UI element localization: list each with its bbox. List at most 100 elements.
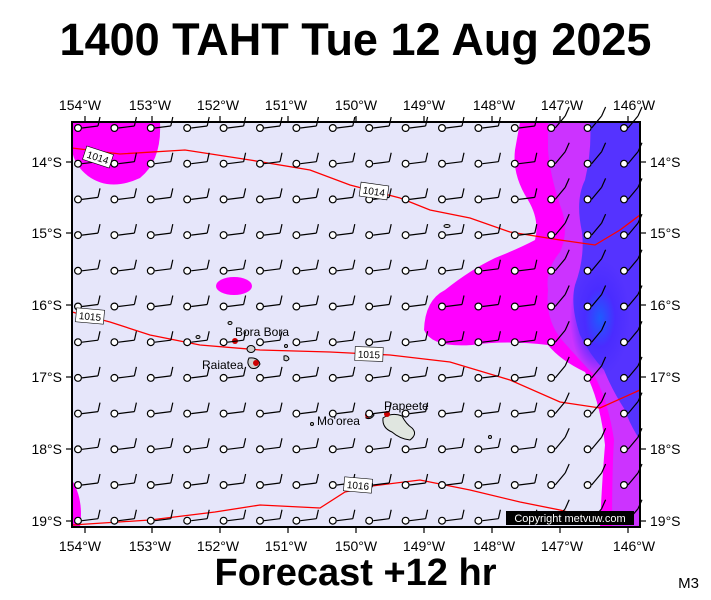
island-huahine bbox=[283, 355, 290, 362]
wind-barb bbox=[256, 152, 283, 168]
wind-barb bbox=[438, 295, 465, 311]
wind-barb bbox=[401, 188, 429, 204]
wind-barb bbox=[146, 366, 174, 382]
wind-barb bbox=[219, 295, 247, 311]
lon-label: 151°W bbox=[265, 97, 308, 113]
wind-barb bbox=[474, 509, 501, 525]
wind-barb bbox=[183, 152, 210, 168]
lon-label: 147°W bbox=[541, 538, 584, 554]
wind-barb bbox=[438, 188, 465, 204]
map-frame bbox=[71, 121, 641, 528]
wind-barb bbox=[146, 402, 174, 418]
wind-barb bbox=[110, 259, 137, 275]
wind-barb bbox=[328, 188, 356, 204]
wind-barb bbox=[438, 402, 465, 418]
wind-barb bbox=[401, 473, 429, 490]
lon-label: 151°W bbox=[265, 538, 308, 554]
wind-barb bbox=[510, 331, 538, 347]
wind-barb bbox=[73, 331, 101, 347]
wind-barb bbox=[365, 295, 392, 311]
place-label-moorea: Mo'orea bbox=[317, 414, 360, 428]
wind-barb bbox=[547, 392, 570, 418]
lat-labels-left: 14°S 15°S 16°S 17°S 18°S 19°S bbox=[31, 154, 62, 529]
wind-barb bbox=[547, 142, 570, 168]
wind-barb bbox=[146, 331, 174, 347]
lon-label: 148°W bbox=[473, 97, 516, 113]
wind-barb bbox=[183, 402, 210, 418]
forecast-label: Forecast +12 hr bbox=[214, 552, 497, 594]
wind-barb bbox=[183, 366, 210, 382]
place-label-group: Bora Bora Raiatea Mo'orea Papeete bbox=[202, 325, 429, 428]
chart-title: 1400 TAHT Tue 12 Aug 2025 bbox=[59, 14, 652, 65]
wind-barb bbox=[583, 213, 607, 240]
wind-barb bbox=[219, 473, 247, 490]
lon-label: 146°W bbox=[613, 538, 656, 554]
wind-barb bbox=[474, 366, 501, 382]
wind-barb bbox=[146, 259, 174, 275]
lat-label: 14°S bbox=[650, 154, 681, 170]
wind-barb bbox=[73, 259, 101, 275]
wind-barb bbox=[292, 223, 319, 240]
wind-barb bbox=[619, 428, 643, 454]
wind-barb bbox=[73, 116, 101, 132]
wind-barb bbox=[474, 402, 501, 418]
wind-barb bbox=[110, 473, 137, 490]
wind-barb bbox=[73, 366, 101, 382]
lon-label: 146°W bbox=[613, 97, 656, 113]
copyright-text: Copyright metvuw.com bbox=[514, 513, 625, 525]
wind-barb bbox=[401, 331, 429, 347]
wind-barb bbox=[219, 366, 247, 382]
wind-barb bbox=[510, 473, 538, 490]
wind-barb bbox=[146, 438, 174, 454]
wind-barb bbox=[583, 356, 607, 382]
wind-barb bbox=[619, 142, 643, 168]
wind-barb bbox=[219, 188, 247, 204]
wind-barb bbox=[292, 116, 319, 132]
lon-label: 152°W bbox=[197, 97, 240, 113]
lat-labels-right: 14°S 15°S 16°S 17°S 18°S 19°S bbox=[650, 154, 681, 529]
wind-barb bbox=[219, 438, 247, 454]
wind-barb bbox=[438, 438, 465, 454]
wind-barb bbox=[438, 331, 465, 347]
isobar-label: 1016 bbox=[346, 480, 370, 493]
wind-barb bbox=[292, 366, 319, 382]
lon-label: 147°W bbox=[541, 97, 584, 113]
wind-barb bbox=[256, 438, 283, 454]
wind-barb bbox=[183, 188, 210, 204]
isobar-label: 1015 bbox=[78, 311, 102, 324]
lon-label: 154°W bbox=[59, 538, 102, 554]
wind-barb bbox=[328, 438, 356, 454]
wind-barb bbox=[219, 152, 247, 168]
wind-barb bbox=[183, 438, 210, 454]
wind-barb bbox=[292, 473, 319, 490]
wind-barb bbox=[219, 402, 247, 418]
wind-barb bbox=[110, 366, 137, 382]
wind-barb bbox=[183, 259, 210, 275]
wind-barb bbox=[583, 142, 607, 168]
model-code: M3 bbox=[678, 575, 699, 592]
wind-barb bbox=[438, 259, 465, 275]
lat-label: 16°S bbox=[31, 297, 62, 313]
wind-barb bbox=[328, 366, 356, 382]
wind-barb bbox=[328, 223, 356, 240]
wind-barb bbox=[365, 152, 392, 168]
lon-label: 153°W bbox=[129, 97, 172, 113]
wind-barb bbox=[110, 509, 137, 525]
wind-barb bbox=[256, 473, 283, 490]
wind-barb bbox=[110, 223, 137, 240]
wind-barb bbox=[583, 428, 607, 454]
wind-barb bbox=[256, 402, 283, 418]
wind-barb bbox=[547, 213, 570, 240]
lon-label: 150°W bbox=[335, 97, 378, 113]
wind-barb bbox=[401, 402, 429, 418]
wind-barb bbox=[292, 509, 319, 525]
wind-barb bbox=[110, 295, 137, 311]
wind-barb bbox=[328, 152, 356, 168]
wind-barb bbox=[474, 473, 501, 490]
lat-label: 19°S bbox=[650, 513, 681, 529]
lon-label: 154°W bbox=[59, 97, 102, 113]
wind-barb bbox=[183, 509, 210, 525]
wind-barb bbox=[146, 152, 174, 168]
wind-barb bbox=[583, 249, 607, 275]
